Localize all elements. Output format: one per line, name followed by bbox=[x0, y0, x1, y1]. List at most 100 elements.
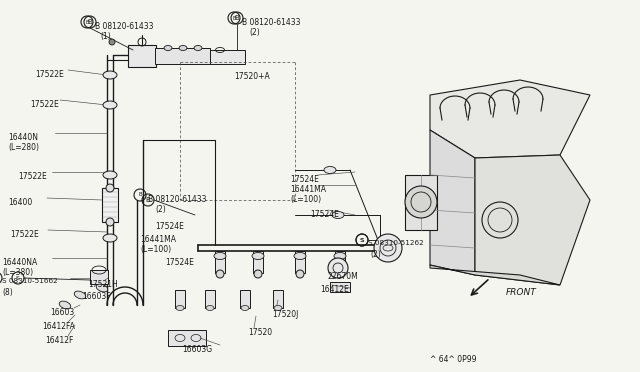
Ellipse shape bbox=[96, 284, 108, 292]
Text: B 08120-61433: B 08120-61433 bbox=[242, 18, 301, 27]
Circle shape bbox=[336, 270, 344, 278]
Text: B: B bbox=[232, 16, 236, 20]
Text: (2): (2) bbox=[155, 205, 166, 214]
Text: 17524E: 17524E bbox=[165, 258, 194, 267]
Text: 16603G: 16603G bbox=[182, 345, 212, 354]
Text: 16400: 16400 bbox=[8, 198, 32, 207]
Text: B: B bbox=[235, 15, 239, 21]
Text: 17520+A: 17520+A bbox=[234, 72, 269, 81]
Bar bbox=[102, 188, 118, 222]
Text: 17522E: 17522E bbox=[35, 70, 64, 79]
Text: 17522E: 17522E bbox=[30, 100, 59, 109]
Text: 16412FA: 16412FA bbox=[42, 322, 75, 331]
Circle shape bbox=[106, 184, 114, 192]
Ellipse shape bbox=[164, 45, 172, 51]
Ellipse shape bbox=[176, 305, 184, 311]
Text: 17524E: 17524E bbox=[310, 210, 339, 219]
Text: 17522E: 17522E bbox=[18, 172, 47, 181]
Text: S 08310-51262: S 08310-51262 bbox=[368, 240, 424, 246]
Polygon shape bbox=[475, 155, 590, 285]
Text: S 08310-51662: S 08310-51662 bbox=[2, 278, 58, 284]
Text: (1): (1) bbox=[100, 32, 111, 41]
Text: B: B bbox=[146, 197, 150, 203]
Circle shape bbox=[405, 186, 437, 218]
Text: B: B bbox=[88, 19, 92, 25]
Ellipse shape bbox=[60, 301, 71, 309]
Text: 22670M: 22670M bbox=[328, 272, 359, 281]
Ellipse shape bbox=[332, 212, 344, 218]
Ellipse shape bbox=[324, 167, 336, 173]
Ellipse shape bbox=[294, 253, 306, 260]
Ellipse shape bbox=[214, 253, 226, 260]
Bar bbox=[405, 175, 437, 230]
Bar bbox=[253, 251, 263, 273]
Text: 16441MA: 16441MA bbox=[140, 235, 176, 244]
Ellipse shape bbox=[103, 234, 117, 242]
Polygon shape bbox=[430, 265, 560, 285]
Text: (2): (2) bbox=[249, 28, 260, 37]
Text: (2): (2) bbox=[370, 250, 381, 259]
Bar bbox=[210, 50, 245, 64]
Ellipse shape bbox=[74, 291, 86, 299]
Ellipse shape bbox=[103, 171, 117, 179]
Text: 16412F: 16412F bbox=[45, 336, 74, 345]
Ellipse shape bbox=[103, 101, 117, 109]
Polygon shape bbox=[430, 130, 475, 275]
Bar bbox=[295, 251, 305, 273]
Circle shape bbox=[482, 202, 518, 238]
Text: 17520: 17520 bbox=[248, 328, 272, 337]
Text: 17522E: 17522E bbox=[10, 230, 39, 239]
Ellipse shape bbox=[252, 253, 264, 260]
Text: S: S bbox=[360, 237, 364, 243]
Text: S: S bbox=[360, 237, 364, 243]
Text: (8): (8) bbox=[2, 288, 13, 297]
Text: (L=280): (L=280) bbox=[8, 143, 39, 152]
Ellipse shape bbox=[179, 45, 187, 51]
Ellipse shape bbox=[103, 71, 117, 79]
Circle shape bbox=[254, 270, 262, 278]
Text: FRONT: FRONT bbox=[506, 288, 537, 297]
Ellipse shape bbox=[194, 45, 202, 51]
Text: 17520J: 17520J bbox=[272, 310, 298, 319]
Text: 16441MA: 16441MA bbox=[290, 185, 326, 194]
Text: B 08120-61433: B 08120-61433 bbox=[148, 195, 207, 204]
Ellipse shape bbox=[206, 305, 214, 311]
Bar bbox=[330, 282, 350, 292]
Bar bbox=[335, 251, 345, 273]
Text: (L=100): (L=100) bbox=[290, 195, 321, 204]
Text: (L=380): (L=380) bbox=[2, 268, 33, 277]
Bar bbox=[240, 290, 250, 308]
Circle shape bbox=[106, 218, 114, 226]
Bar bbox=[273, 290, 283, 308]
Text: B: B bbox=[138, 192, 142, 198]
Circle shape bbox=[328, 258, 348, 278]
Circle shape bbox=[109, 39, 115, 45]
Text: 16603F: 16603F bbox=[82, 292, 111, 301]
Bar bbox=[205, 290, 215, 308]
Bar bbox=[90, 270, 108, 284]
Polygon shape bbox=[430, 80, 590, 158]
Text: (L=100): (L=100) bbox=[140, 245, 171, 254]
Text: ^ 64^ 0P99: ^ 64^ 0P99 bbox=[430, 355, 477, 364]
Bar bbox=[215, 251, 225, 273]
Text: B: B bbox=[85, 19, 89, 25]
Ellipse shape bbox=[334, 253, 346, 260]
Circle shape bbox=[216, 270, 224, 278]
Ellipse shape bbox=[241, 305, 249, 311]
Text: 16440NA: 16440NA bbox=[2, 258, 37, 267]
Bar bbox=[168, 330, 206, 346]
Bar bbox=[128, 45, 156, 67]
Circle shape bbox=[374, 234, 402, 262]
Text: 17521H: 17521H bbox=[88, 280, 118, 289]
Bar bbox=[155, 48, 210, 64]
Bar bbox=[175, 290, 185, 308]
Ellipse shape bbox=[274, 305, 282, 311]
Text: B 08120-61433: B 08120-61433 bbox=[95, 22, 154, 31]
Circle shape bbox=[296, 270, 304, 278]
Text: 16603: 16603 bbox=[50, 308, 74, 317]
Text: 17524E: 17524E bbox=[155, 222, 184, 231]
Text: S: S bbox=[16, 276, 20, 280]
Text: 17524E: 17524E bbox=[290, 175, 319, 184]
Text: 16440N: 16440N bbox=[8, 133, 38, 142]
Text: 16412E: 16412E bbox=[320, 285, 349, 294]
